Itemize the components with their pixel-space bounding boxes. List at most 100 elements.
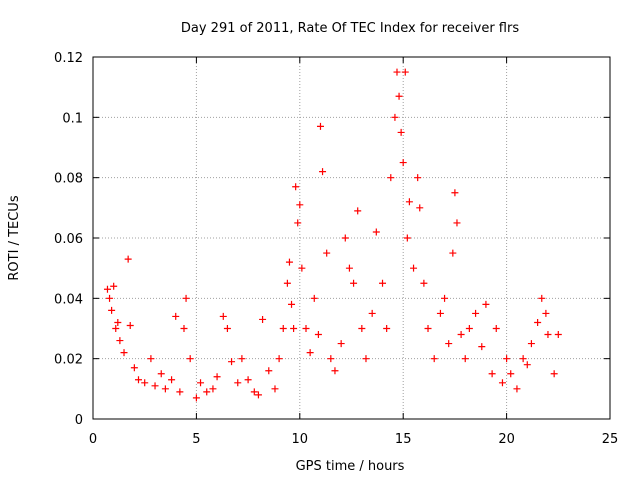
data-point	[350, 279, 358, 287]
data-point	[461, 355, 469, 363]
x-tick-label: 25	[602, 432, 619, 447]
chart-title: Day 291 of 2011, Rate Of TEC Index for r…	[181, 21, 519, 36]
data-point	[337, 340, 345, 348]
x-tick-label: 10	[292, 432, 309, 447]
data-point	[323, 249, 331, 257]
data-point	[523, 361, 531, 369]
y-tick-label: 0.08	[54, 172, 83, 187]
data-point	[436, 309, 444, 317]
data-point	[453, 219, 461, 227]
data-point	[147, 355, 155, 363]
data-point	[203, 388, 211, 396]
data-point	[478, 343, 486, 351]
data-point	[550, 370, 558, 378]
y-tick-label: 0.1	[62, 111, 83, 126]
data-point	[265, 367, 273, 375]
data-point	[180, 325, 188, 332]
data-point	[110, 282, 118, 290]
data-point	[414, 174, 422, 182]
data-point	[354, 207, 362, 215]
data-point	[358, 325, 366, 332]
data-point	[238, 355, 246, 363]
data-point	[288, 300, 296, 308]
y-tick-label: 0.02	[54, 353, 83, 368]
data-point	[112, 325, 120, 332]
data-point	[527, 340, 535, 348]
data-point	[254, 391, 262, 399]
data-point	[234, 379, 242, 387]
data-point	[292, 183, 300, 191]
data-point	[106, 294, 114, 302]
data-point	[538, 294, 546, 302]
data-point	[399, 159, 407, 167]
data-point	[341, 234, 349, 242]
data-point	[306, 349, 314, 357]
data-point	[172, 312, 180, 320]
data-point	[120, 349, 128, 357]
data-point	[296, 201, 304, 209]
data-point	[244, 376, 252, 384]
data-point	[424, 325, 432, 332]
data-point	[176, 388, 184, 396]
data-point	[379, 279, 387, 287]
data-point	[472, 309, 480, 317]
data-point	[492, 325, 500, 332]
data-point	[519, 355, 527, 363]
data-point	[513, 385, 521, 393]
data-point	[393, 68, 401, 76]
x-tick-label: 20	[498, 432, 515, 447]
data-point	[319, 168, 327, 176]
data-point	[271, 385, 279, 393]
data-point	[209, 385, 217, 393]
data-point	[327, 355, 335, 363]
data-point	[316, 122, 324, 130]
data-point	[314, 331, 322, 339]
y-tick-label: 0	[75, 413, 83, 428]
data-point	[283, 279, 291, 287]
data-point	[294, 219, 302, 227]
data-point	[186, 355, 194, 363]
data-point	[192, 394, 200, 402]
data-point	[451, 189, 459, 197]
y-tick-label: 0.06	[54, 232, 83, 247]
grid-lines	[93, 57, 610, 419]
data-point	[395, 92, 403, 100]
data-point	[457, 331, 465, 339]
data-point	[403, 234, 411, 242]
data-point	[250, 388, 258, 396]
data-point	[405, 198, 413, 206]
x-tick-label: 5	[192, 432, 200, 447]
data-point	[416, 204, 424, 212]
data-point	[534, 318, 542, 326]
data-point	[157, 370, 165, 378]
data-point	[259, 315, 267, 323]
data-point	[345, 264, 353, 272]
y-tick-label: 0.12	[54, 51, 83, 66]
data-point	[116, 337, 124, 345]
data-point	[103, 285, 111, 293]
data-point	[134, 376, 142, 384]
data-point	[302, 325, 310, 332]
data-point	[498, 379, 506, 387]
x-tick-label: 15	[395, 432, 412, 447]
y-tick-label: 0.04	[54, 292, 83, 307]
data-point	[387, 174, 395, 182]
data-point	[383, 325, 391, 332]
data-point	[285, 258, 293, 266]
tick-labels: 0 0.02 0.04 0.06 0.08 0.1 0.12 0 5 10 15 20 25	[54, 51, 618, 447]
data-point	[430, 355, 438, 363]
data-point	[279, 325, 287, 332]
data-point	[130, 364, 138, 372]
data-point	[488, 370, 496, 378]
data-point	[420, 279, 428, 287]
data-point	[401, 68, 409, 76]
data-point	[482, 300, 490, 308]
data-point	[114, 318, 122, 326]
data-point	[397, 128, 405, 136]
data-point	[372, 228, 380, 236]
data-point	[223, 325, 231, 332]
data-point	[310, 294, 318, 302]
data-point	[290, 325, 298, 332]
y-axis-label: ROTI / TECUs	[7, 195, 22, 280]
